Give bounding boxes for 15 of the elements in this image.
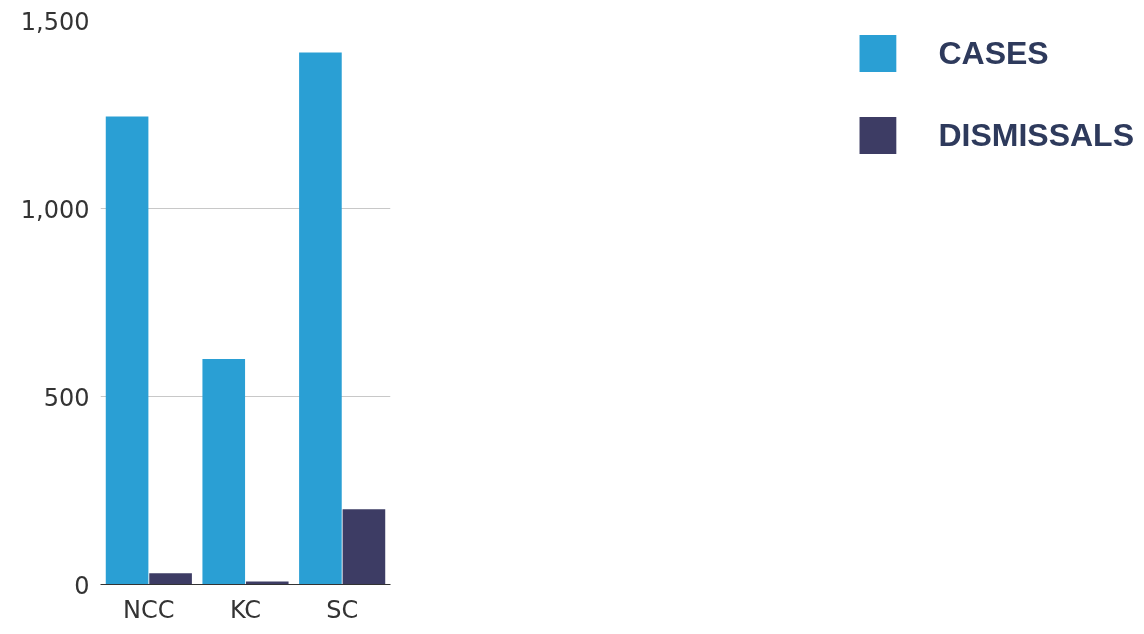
- y-tick-label: 500: [43, 383, 90, 412]
- bar: [105, 116, 149, 585]
- legend-label: DISMISSALS: [938, 116, 1134, 154]
- y-tick-label: 1,500: [20, 7, 90, 36]
- legend-label: CASES: [938, 34, 1049, 72]
- bar: [299, 52, 342, 585]
- x-tick-label: NCC: [123, 595, 175, 624]
- bar: [202, 358, 246, 585]
- bar: [245, 581, 289, 585]
- bar: [149, 573, 192, 585]
- y-tick-label: 0: [74, 571, 90, 600]
- x-tick-label: SC: [326, 595, 359, 624]
- bar: [342, 509, 386, 585]
- y-tick-label: 1,000: [20, 195, 90, 224]
- x-tick-label: KC: [229, 595, 262, 624]
